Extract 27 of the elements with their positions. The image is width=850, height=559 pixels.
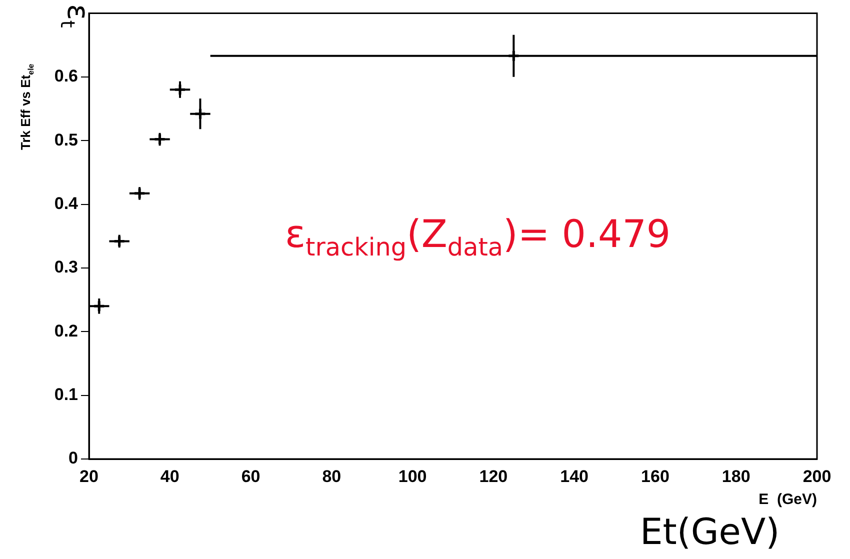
x-tick-label: 140 [560, 466, 589, 486]
y-tick-label: 0.6 [54, 66, 78, 86]
x-tick-label: 40 [160, 466, 180, 486]
point [113, 234, 126, 248]
point [194, 108, 206, 120]
point [92, 300, 106, 312]
y-tick-label: 0.4 [54, 194, 79, 213]
point [507, 50, 520, 62]
y-tick-label: 0.2 [54, 321, 78, 340]
point [174, 83, 186, 96]
y-tick-label: 0.3 [54, 258, 78, 277]
point [133, 187, 146, 200]
x-tick-label: 100 [398, 466, 427, 486]
text: Et(GeV) [640, 512, 780, 553]
y-tick-label: 0.5 [54, 130, 78, 150]
x-tick-label: 60 [241, 466, 260, 486]
x-tick-label: 120 [479, 466, 508, 486]
x-tick-label: 20 [80, 466, 98, 486]
x-tick-label: 160 [641, 466, 670, 486]
x-tick-label: 200 [802, 466, 832, 486]
x-axis-title: E (GeV) [758, 491, 817, 508]
y-tick-label: 0.1 [54, 385, 78, 404]
annotation: ε$_{tracking}$(Z$_{data}$)= 0.479 [285, 212, 671, 262]
x-tick-label: 180 [722, 466, 750, 486]
y-tick-label: 0 [68, 448, 78, 468]
x-tick-label: 80 [322, 466, 342, 486]
point [154, 133, 166, 146]
